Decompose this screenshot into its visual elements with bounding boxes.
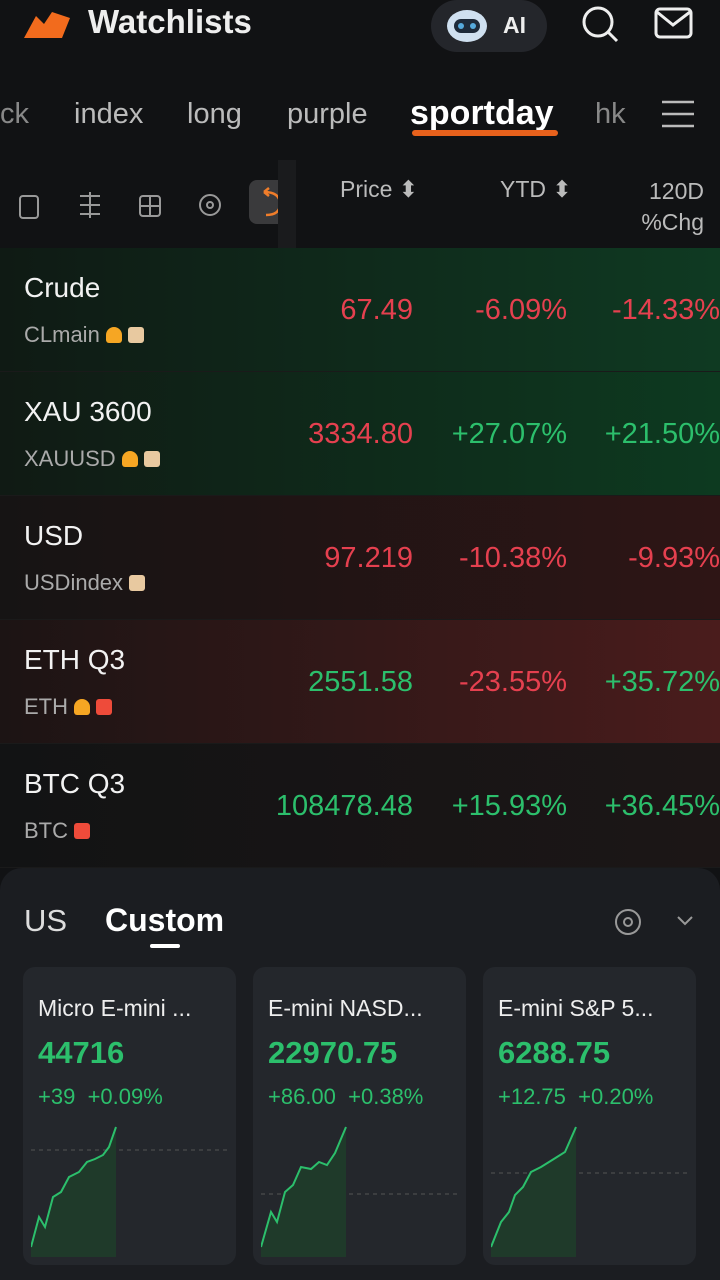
page-title: Watchlists xyxy=(88,3,252,40)
search-icon[interactable] xyxy=(580,4,620,44)
card-price: 6288.75 xyxy=(498,1035,611,1070)
toolbar[interactable] xyxy=(0,160,300,248)
column-header[interactable]: 120D %Chg xyxy=(641,178,704,235)
alert-icon xyxy=(121,451,138,467)
code: CLmain xyxy=(24,322,100,347)
change: +86.00 xyxy=(268,1084,336,1109)
card-price: 22970.75 xyxy=(268,1035,398,1070)
row-name: XAU 3600 xyxy=(24,396,152,427)
pct: +0.20% xyxy=(578,1084,654,1109)
price: 2551.58 xyxy=(308,666,413,698)
sparkline xyxy=(261,1126,461,1257)
row-code: XAUUSD xyxy=(24,446,160,472)
note-icon xyxy=(96,699,112,715)
panel-tab-underline xyxy=(150,944,180,948)
ytd: -23.55% xyxy=(458,666,567,698)
card-name: Micro E-mini ... xyxy=(38,995,192,1021)
change: +12.75 xyxy=(498,1084,566,1109)
card-change: +39 +0.09% xyxy=(38,1084,163,1110)
row-code: CLmain xyxy=(24,322,144,348)
chg: +35.72% xyxy=(604,666,720,698)
card-name: E-mini S&P 5... xyxy=(498,995,654,1021)
ai-button[interactable]: AI xyxy=(431,0,547,52)
alert-icon xyxy=(74,699,90,715)
row-name: BTC Q3 xyxy=(24,768,126,799)
watch-row[interactable]: Crude CLmain 67.49 -6.09% -14.33% xyxy=(0,248,720,372)
column-header[interactable]: YTD ⬍ xyxy=(500,176,572,202)
tab-underline xyxy=(412,130,558,136)
row-code: USDindex xyxy=(24,570,146,596)
row-code: BTC xyxy=(24,818,90,844)
note-icon xyxy=(129,575,146,591)
tab[interactable]: long xyxy=(187,98,242,130)
ytd: -6.09% xyxy=(475,294,567,326)
column-label: YTD xyxy=(500,176,546,202)
tab-active[interactable]: sportday xyxy=(410,94,554,132)
chg: -9.93% xyxy=(628,542,720,574)
price: 67.49 xyxy=(340,294,413,326)
chg: +21.50% xyxy=(604,418,720,450)
card-change: +86.00 +0.38% xyxy=(268,1084,423,1110)
row-code: ETH xyxy=(24,694,112,720)
chg: +36.45% xyxy=(604,790,720,822)
code: XAUUSD xyxy=(24,446,116,471)
price: 108478.48 xyxy=(275,790,413,822)
tab[interactable]: index xyxy=(74,98,144,130)
chg: -14.33% xyxy=(611,294,720,326)
code: BTC xyxy=(24,818,68,843)
price: 3334.80 xyxy=(308,418,413,450)
futures-card[interactable]: E-mini NASD... 22970.75 +86.00 +0.38% xyxy=(253,967,466,1265)
code: USDindex xyxy=(24,570,124,595)
note-icon xyxy=(127,327,144,343)
futures-card[interactable]: Micro E-mini ... 44716 +39 +0.09% xyxy=(23,967,236,1265)
sparkline xyxy=(491,1126,691,1257)
watch-row[interactable]: BTC Q3 BTC 108478.48 +15.93% +36.45% xyxy=(0,744,720,868)
column-header[interactable]: Price ⬍ xyxy=(340,176,419,202)
tab[interactable]: hk xyxy=(595,98,626,130)
change: +39 xyxy=(38,1084,76,1109)
pct: +0.38% xyxy=(348,1084,424,1109)
sparkline xyxy=(31,1126,231,1257)
code: ETH xyxy=(24,694,68,719)
ytd: -10.38% xyxy=(458,542,567,574)
note-icon xyxy=(143,451,160,467)
tab[interactable]: ck xyxy=(0,98,29,130)
ytd: +15.93% xyxy=(451,790,567,822)
watch-row[interactable]: USD USDindex 97.219 -10.38% -9.93% xyxy=(0,496,720,620)
row-name: Crude xyxy=(24,272,101,303)
ytd: +27.07% xyxy=(451,418,567,450)
ai-label: AI xyxy=(503,12,526,38)
tab[interactable]: purple xyxy=(287,98,368,130)
panel-controls[interactable] xyxy=(612,906,702,938)
card-change: +12.75 +0.20% xyxy=(498,1084,653,1110)
mail-icon[interactable] xyxy=(654,6,694,40)
panel-tab[interactable]: US xyxy=(24,903,68,938)
menu-icon[interactable] xyxy=(662,100,694,128)
row-name: ETH Q3 xyxy=(24,644,126,675)
column-label: Price xyxy=(340,176,393,202)
alert-icon xyxy=(105,327,122,343)
price: 97.219 xyxy=(324,542,413,574)
row-name: USD xyxy=(24,520,84,551)
pct: +0.09% xyxy=(87,1084,163,1109)
note-icon xyxy=(74,823,90,839)
card-price: 44716 xyxy=(38,1035,125,1070)
panel-tab-active[interactable]: Custom xyxy=(105,902,225,938)
card-name: E-mini NASD... xyxy=(268,995,423,1021)
futures-card[interactable]: E-mini S&P 5... 6288.75 +12.75 +0.20% xyxy=(483,967,696,1265)
logo[interactable] xyxy=(22,8,72,40)
watch-row[interactable]: ETH Q3 ETH 2551.58 -23.55% +35.72% xyxy=(0,620,720,744)
watch-row[interactable]: XAU 3600 XAUUSD 3334.80 +27.07% +21.50% xyxy=(0,372,720,496)
